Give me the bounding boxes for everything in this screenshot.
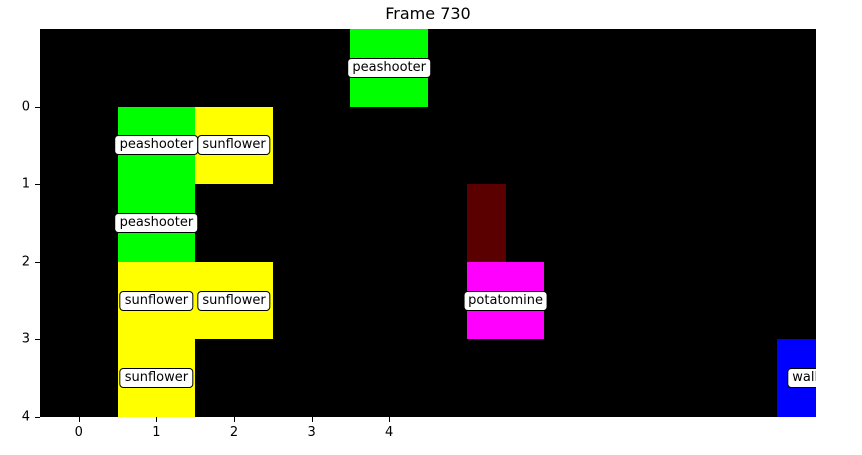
y-tick-mark	[35, 106, 40, 108]
sunflower-label: sunflower	[119, 290, 194, 311]
y-tick-label: 4	[21, 409, 30, 425]
y-tick-mark	[35, 339, 40, 341]
game-board: peashooter peashooter sunflower peashooter s…	[40, 29, 816, 417]
x-tick-label: 0	[74, 425, 83, 440]
sunflower-label: sunflower	[119, 368, 194, 389]
frame-title: Frame 730	[385, 4, 471, 23]
peashooter-label: peashooter	[347, 57, 431, 78]
x-tick-label: 3	[307, 425, 316, 440]
x-tick-mark	[311, 417, 313, 422]
wallnut-label: wallnut	[787, 368, 816, 389]
x-tick-mark	[78, 417, 80, 422]
x-tick-mark	[156, 417, 158, 422]
x-tick-mark	[389, 417, 391, 422]
peashooter-label: peashooter	[114, 135, 199, 156]
peashooter-label: peashooter	[114, 213, 199, 233]
x-tick-mark	[234, 417, 235, 422]
zombie-cell	[466, 184, 506, 262]
y-tick-mark	[35, 417, 40, 418]
y-tick-mark	[35, 261, 40, 263]
sunflower-label: sunflower	[197, 135, 271, 156]
y-tick-label: 3	[21, 331, 30, 347]
y-tick-label: 0	[21, 99, 30, 115]
potatomine-label: potatomine	[463, 290, 549, 311]
x-tick-label: 4	[385, 425, 394, 440]
x-tick-label: 2	[229, 425, 239, 440]
sunflower-label: sunflower	[197, 290, 271, 311]
y-tick-label: 1	[21, 176, 30, 192]
y-tick-label: 2	[21, 254, 30, 270]
x-tick-label: 1	[152, 425, 161, 440]
y-tick-mark	[35, 184, 40, 186]
